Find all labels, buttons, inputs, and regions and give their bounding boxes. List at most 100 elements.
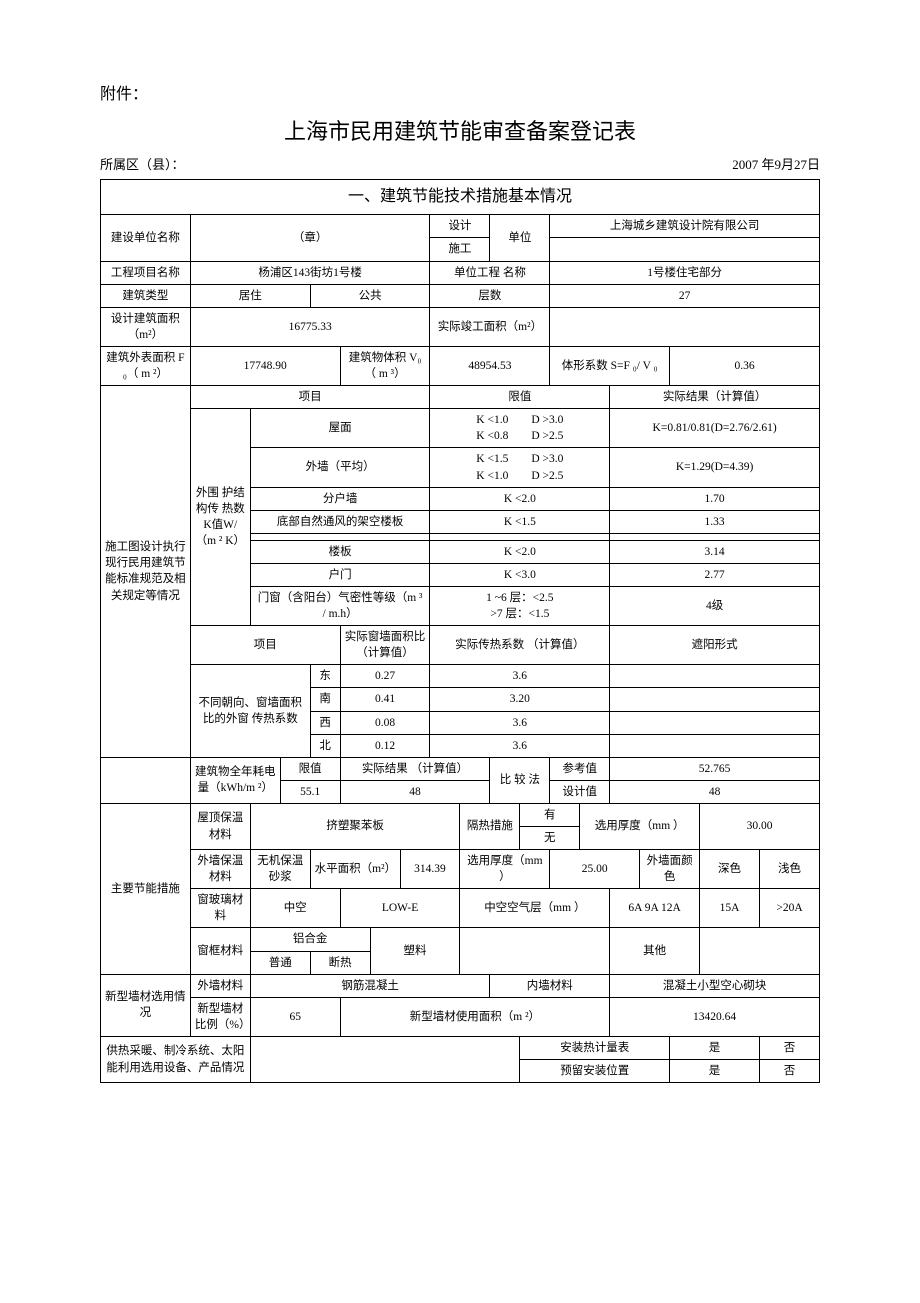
cell: K=0.81/0.81(D=2.76/2.61) [610,409,820,448]
cell: K <2.0 [430,540,610,563]
cell: 屋面 [250,409,430,448]
cell: 分户墙 [250,487,430,510]
cell: 隔热措施 [460,803,520,849]
cell: 设计值 [550,780,610,803]
cell: 不同朝向、窗墙面积比的外窗 传热系数 [190,665,310,757]
cell: 选用厚度（mm ） [460,850,550,889]
cell: 铝合金 [250,928,370,951]
cell: 4级 [610,586,820,625]
cell: 15A [700,889,760,928]
cell: 外墙（平均） [250,448,430,487]
cell: 0.36 [670,346,820,385]
cell: 否 [759,1060,819,1083]
cell: 实际结果（计算值） [610,386,820,409]
cell: 混凝土小型空心砌块 [610,974,820,997]
cell [250,533,430,540]
cell: 3.6 [430,665,610,688]
cell: 65 [250,997,340,1036]
cell: 南 [310,688,340,711]
cell: 有 [520,803,580,826]
cell: 单位 [490,215,550,261]
cell: 塑料 [370,928,460,974]
cell: 施工 [430,238,490,261]
cell: 中空空气层（mm ） [460,889,610,928]
cell: 限值 [280,757,340,780]
cell: 实际窗墙面积比（计算值） [340,626,430,665]
district-label: 所属区（县）： [100,154,185,173]
cell: K <2.0 [430,487,610,510]
cell: 供热采暖、制冷系统、太阳能利用选用设备、产品情况 [101,1036,251,1082]
cell: 建筑物全年耗电量（kWh/m ²） [190,757,280,803]
cell: 项目 [190,386,430,409]
cell: 门窗（含阳台）气密性等级（m ³ / m.h） [250,586,430,625]
cell: 实际传热系数 （计算值） [430,626,610,665]
cell: 实际竣工面积（m²） [430,307,550,346]
cell: 限值 [430,386,610,409]
cell: 比 较 法 [490,757,550,803]
cell: 3.6 [430,734,610,757]
cell [610,734,820,757]
cell: 6A 9A 12A [610,889,700,928]
cell: 52.765 [610,757,820,780]
cell: 实际结果 （计算值） [340,757,490,780]
cell: 上海城乡建筑设计院有限公司 [550,215,820,238]
cell: 否 [759,1036,819,1059]
cell: 杨浦区143街坊1号楼 [190,261,430,284]
cell: 公共 [310,284,430,307]
cell: 窗玻璃材料 [190,889,250,928]
main-table: 一、建筑节能技术措施基本情况 建设单位名称 （章） 设计 单位 上海城乡建筑设计… [100,179,820,1083]
cell: 挤塑聚苯板 [250,803,460,849]
cell: 单位工程 名称 [430,261,550,284]
cell: LOW-E [340,889,460,928]
cell: 其他 [610,928,700,974]
cell: 断热 [310,951,370,974]
cell: >20A [759,889,819,928]
cell: 钢筋混凝土 [250,974,490,997]
cell: 窗框材料 [190,928,250,974]
cell: 建设单位名称 [101,215,191,261]
cell: 参考值 [550,757,610,780]
section-header: 一、建筑节能技术措施基本情况 [101,180,820,215]
cell: 预留安装位置 [520,1060,670,1083]
cell: 1.33 [610,510,820,533]
cell: 16775.33 [190,307,430,346]
cell: 0.08 [340,711,430,734]
cell [700,928,820,974]
cell [460,928,610,974]
cell: 外围 护结构传 热数K值W/（m ² K） [190,409,250,626]
cell: 2.77 [610,563,820,586]
cell: 无机保温砂浆 [250,850,310,889]
cell: 25.00 [550,850,640,889]
cell: 屋顶保温材料 [190,803,250,849]
cell: 普通 [250,951,310,974]
cell: 中空 [250,889,340,928]
cell: 楼板 [250,540,430,563]
cell: 建筑外表面积 F₀（ m ²） [101,346,191,385]
cell: 是 [670,1036,760,1059]
cell: 新型墙材使用面积（m ²） [340,997,610,1036]
cell: 13420.64 [610,997,820,1036]
cell: 北 [310,734,340,757]
cell [550,307,820,346]
cell: 3.14 [610,540,820,563]
cell [550,238,820,261]
cell: 层数 [430,284,550,307]
cell: 48 [340,780,490,803]
cell [610,665,820,688]
cell: 建筑物体积 V₀ （ m ³） [340,346,430,385]
attachment-label: 附件： [100,80,820,104]
cell: 遮阳形式 [610,626,820,665]
cell: 27 [550,284,820,307]
cell: 无 [520,827,580,850]
cell: 底部自然通风的架空楼板 [250,510,430,533]
cell [430,533,610,540]
cell: 17748.90 [190,346,340,385]
cell: （章） [190,215,430,261]
cell: K <3.0 [430,563,610,586]
cell: 体形系数 S=F ₀/ V ₀ [550,346,670,385]
cell: 东 [310,665,340,688]
cell: 建筑类型 [101,284,191,307]
cell: K <1.5 [430,510,610,533]
cell: 主要节能措施 [101,803,191,974]
cell: 外墙面颜色 [640,850,700,889]
